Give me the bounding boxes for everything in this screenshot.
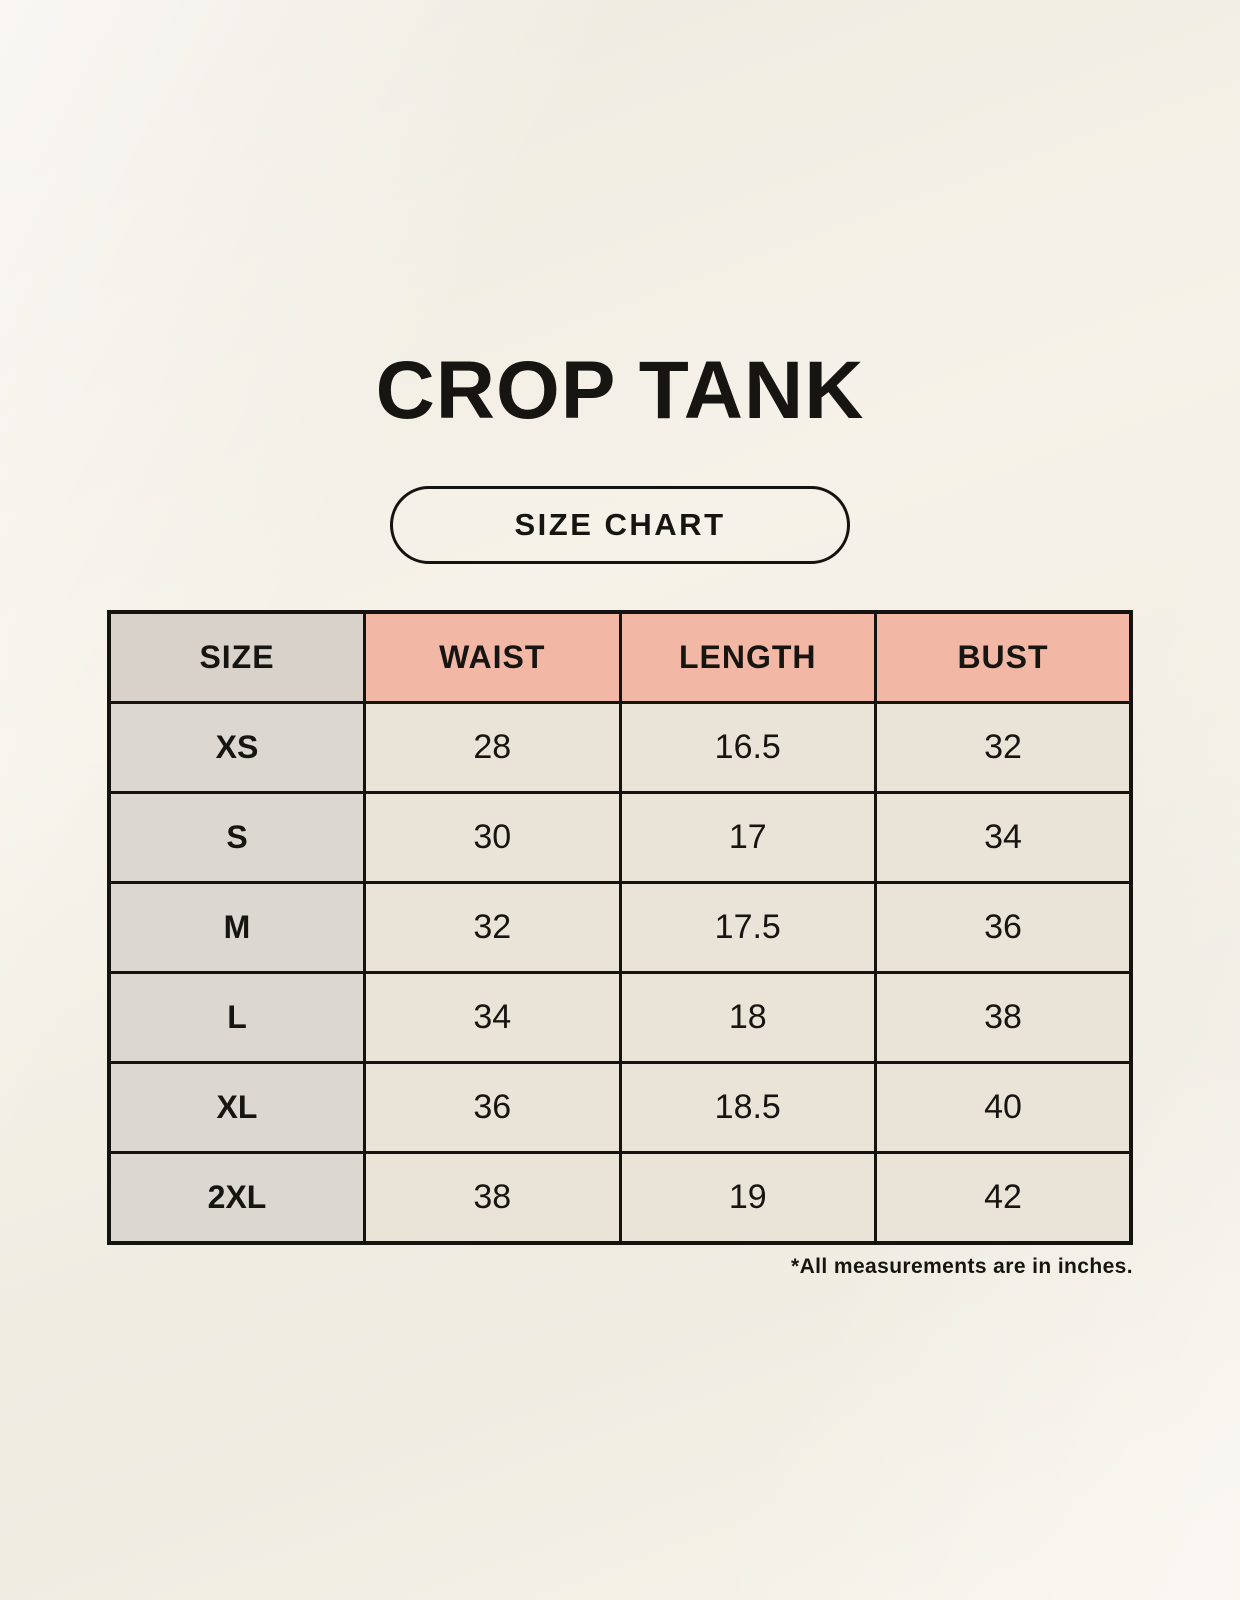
value-cell: 16.5 (618, 701, 877, 794)
value-cell: 18 (618, 971, 877, 1064)
table-body: XS 28 16.5 32 S 30 17 34 M 32 17.5 36 L 34 18 38 XL 36 18.… (107, 701, 1133, 1245)
table-row: S 30 17 34 (107, 791, 1133, 884)
value-cell: 38 (874, 971, 1133, 1064)
table-row: XL 36 18.5 40 (107, 1061, 1133, 1154)
measurements-footnote: *All measurements are in inches. (791, 1255, 1133, 1278)
size-chart-page: CROP TANK SIZE CHART SIZE WAIST LENGTH BUST… (107, 0, 1133, 1279)
table-row: L 34 18 38 (107, 971, 1133, 1064)
value-cell: 30 (363, 791, 622, 884)
column-header-waist: WAIST (363, 610, 622, 704)
page-title: CROP TANK (375, 345, 865, 436)
size-chart-table: SIZE WAIST LENGTH BUST XS 28 16.5 32 S 30 17 34 M 32… (107, 610, 1133, 1245)
value-cell: 36 (363, 1061, 622, 1154)
size-cell: S (107, 791, 366, 884)
value-cell: 36 (874, 881, 1133, 974)
table-row: XS 28 16.5 32 (107, 701, 1133, 794)
table-row: M 32 17.5 36 (107, 881, 1133, 974)
table-header: SIZE WAIST LENGTH BUST (107, 610, 1133, 704)
size-chart-badge-label: SIZE CHART (514, 507, 726, 542)
size-cell: XL (107, 1061, 366, 1154)
value-cell: 38 (363, 1151, 622, 1245)
value-cell: 40 (874, 1061, 1133, 1154)
size-cell: L (107, 971, 366, 1064)
size-cell: M (107, 881, 366, 974)
value-cell: 32 (363, 881, 622, 974)
value-cell: 19 (618, 1151, 877, 1245)
value-cell: 42 (874, 1151, 1133, 1245)
column-header-bust: BUST (874, 610, 1133, 704)
column-header-length: LENGTH (618, 610, 877, 704)
value-cell: 34 (874, 791, 1133, 884)
value-cell: 17.5 (618, 881, 877, 974)
size-chart-badge: SIZE CHART (390, 486, 850, 564)
column-header-size: SIZE (107, 610, 366, 704)
size-cell: XS (107, 701, 366, 794)
value-cell: 17 (618, 791, 877, 884)
value-cell: 28 (363, 701, 622, 794)
table-row: 2XL 38 19 42 (107, 1151, 1133, 1245)
value-cell: 32 (874, 701, 1133, 794)
size-cell: 2XL (107, 1151, 366, 1245)
value-cell: 34 (363, 971, 622, 1064)
value-cell: 18.5 (618, 1061, 877, 1154)
table-header-row: SIZE WAIST LENGTH BUST (107, 610, 1133, 704)
